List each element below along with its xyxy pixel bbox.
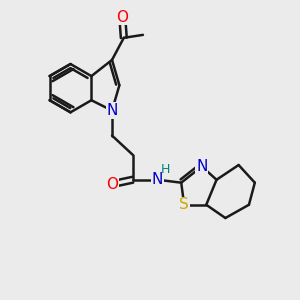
Text: N: N	[106, 103, 118, 118]
Text: N: N	[196, 159, 208, 174]
Text: S: S	[179, 197, 189, 212]
Text: H: H	[160, 163, 170, 176]
Text: O: O	[106, 177, 118, 192]
Text: O: O	[116, 10, 128, 25]
Text: N: N	[152, 172, 163, 187]
